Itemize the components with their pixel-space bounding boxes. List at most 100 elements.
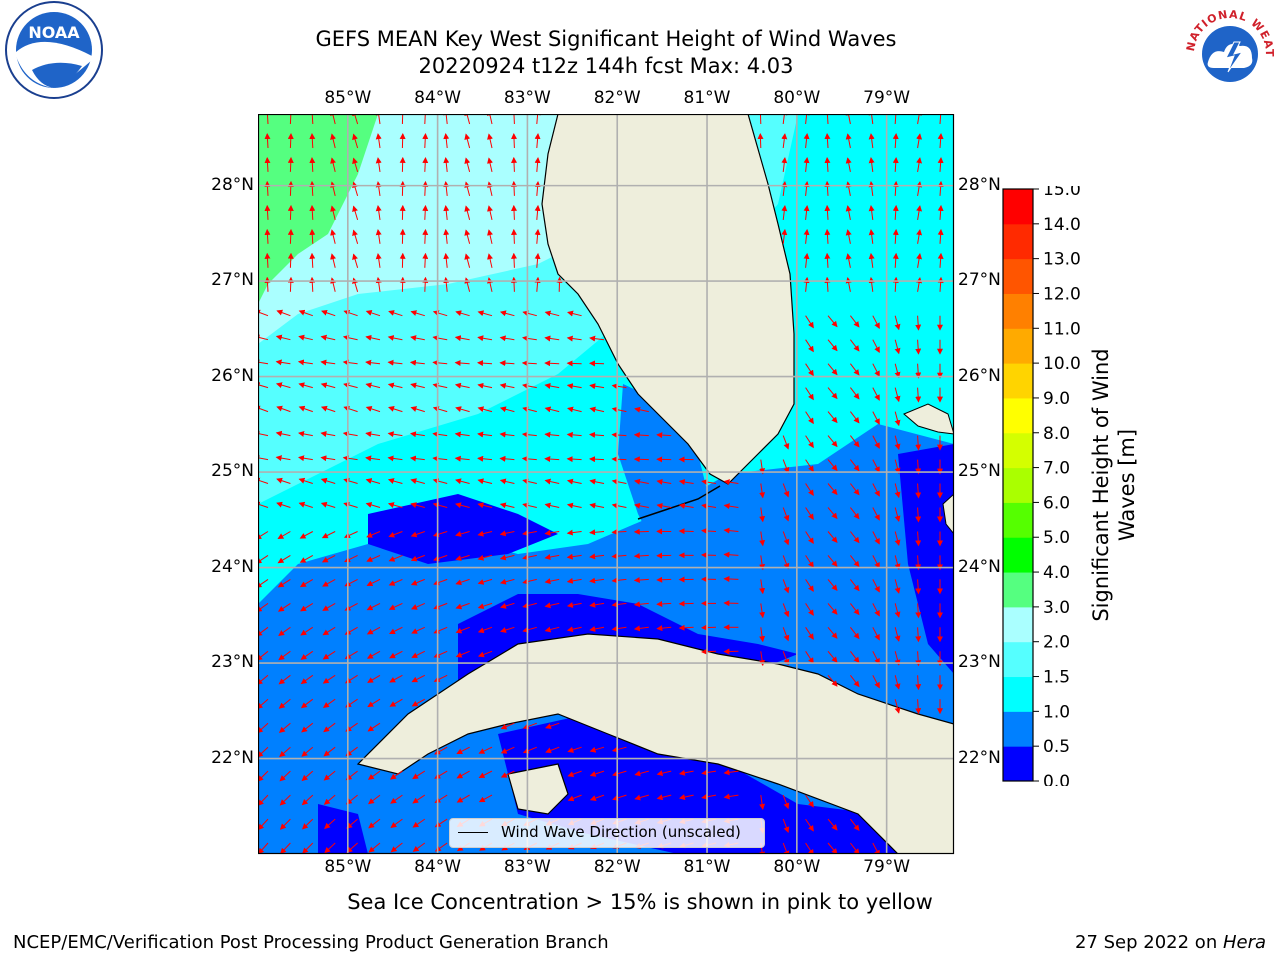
colorbar-swatch	[1003, 676, 1033, 712]
wind-arrow	[464, 133, 471, 149]
wind-arrow	[589, 626, 605, 632]
wind-arrow	[805, 794, 814, 808]
wind-arrow	[366, 578, 381, 586]
wind-arrow	[365, 310, 381, 317]
wind-arrow	[805, 531, 814, 545]
wind-arrow	[322, 698, 336, 708]
wind-arrow	[422, 276, 429, 292]
wind-arrow	[279, 818, 291, 830]
wind-arrow	[278, 698, 291, 709]
wind-arrow	[387, 335, 403, 341]
lon-label-top: 84°W	[414, 88, 462, 108]
wind-arrow	[409, 455, 425, 462]
map-subtitle-forecast: 20220924 t12z 144h fcst Max: 4.03	[418, 54, 794, 78]
wind-arrow	[500, 626, 515, 633]
lat-label-left: 24°N	[211, 556, 254, 577]
wind-arrow	[343, 405, 358, 413]
wind-arrow	[544, 431, 560, 438]
wind-arrow	[323, 746, 336, 757]
wind-arrow	[276, 405, 291, 413]
wind-arrow	[534, 157, 541, 172]
wind-arrow	[827, 531, 838, 543]
wind-arrow	[544, 383, 560, 389]
wind-arrow	[827, 603, 838, 615]
colorbar-tick-label: 8.0	[1043, 424, 1070, 444]
wind-arrow	[390, 842, 403, 853]
wind-arrow	[277, 554, 291, 564]
lon-label-top: 81°W	[683, 88, 731, 108]
wind-arrow	[389, 674, 403, 683]
wind-arrow	[324, 818, 336, 830]
wind-arrow	[534, 181, 541, 196]
wind-arrow	[611, 746, 627, 753]
wind-arrow	[375, 205, 382, 220]
wind-arrow	[782, 603, 790, 618]
wind-arrow	[634, 794, 649, 801]
wind-arrow	[522, 478, 537, 485]
wind-arrow	[805, 435, 814, 449]
wind-arrow	[456, 770, 470, 779]
wind-arrow	[511, 180, 518, 196]
wind-arrow	[916, 229, 923, 244]
wind-arrow	[916, 205, 923, 220]
wind-arrow	[388, 531, 403, 538]
wind-arrow	[433, 650, 448, 658]
lat-label-right: 28°N	[958, 174, 1001, 195]
wind-arrow	[287, 180, 294, 196]
wind-arrow	[511, 252, 518, 268]
wind-arrow	[845, 181, 852, 196]
wind-arrow	[433, 554, 448, 562]
wind-arrow	[868, 157, 875, 172]
wind-arrow	[827, 674, 838, 687]
wind-arrow	[365, 455, 381, 462]
wind-arrow	[342, 431, 358, 438]
wind-arrow	[432, 531, 448, 538]
wind-arrow	[845, 253, 852, 268]
wind-arrow	[781, 157, 788, 172]
wind-arrow	[545, 746, 560, 754]
wind-arrow	[298, 430, 313, 437]
wind-arrow	[937, 114, 944, 125]
wind-arrow	[757, 114, 764, 125]
wind-arrow	[477, 502, 493, 509]
wind-arrow	[264, 228, 271, 244]
wind-arrow	[872, 675, 880, 689]
wind-arrow	[611, 601, 627, 608]
wind-arrow	[868, 133, 875, 149]
wind-arrow	[343, 478, 358, 484]
wind-arrow	[499, 360, 515, 367]
wind-arrow	[894, 627, 901, 642]
wind-arrow	[320, 477, 336, 484]
wind-arrow	[346, 842, 358, 853]
wind-arrow	[894, 315, 901, 331]
colorbar-tick-label: 1.5	[1043, 668, 1070, 688]
wind-arrow	[323, 770, 336, 781]
wind-arrow	[422, 228, 429, 244]
wind-arrow	[521, 431, 537, 438]
wind-arrow	[456, 746, 470, 755]
wind-arrow	[781, 133, 788, 149]
wind-arrow	[633, 552, 649, 559]
wind-arrow	[759, 531, 766, 547]
wind-arrow	[411, 698, 426, 707]
wind-arrow	[894, 363, 901, 379]
wind-arrow	[894, 531, 901, 546]
wind-arrow	[387, 359, 403, 366]
wind-arrow	[589, 770, 605, 777]
wind-arrow	[782, 555, 790, 570]
wind-arrow	[410, 502, 425, 509]
colorbar-swatch	[1003, 572, 1033, 608]
wind-arrow	[432, 310, 448, 317]
wind-arrow	[455, 554, 470, 561]
wind-arrow	[850, 387, 860, 400]
wind-arrow	[868, 205, 875, 220]
wind-arrow	[850, 507, 860, 520]
wind-arrow	[258, 842, 269, 854]
wind-arrow	[464, 114, 471, 125]
wind-arrow	[411, 650, 426, 658]
wind-arrow	[487, 229, 493, 244]
wind-arrow	[872, 555, 880, 569]
wind-arrow	[892, 114, 899, 125]
wind-arrow	[522, 722, 537, 730]
wind-arrow	[656, 794, 672, 801]
